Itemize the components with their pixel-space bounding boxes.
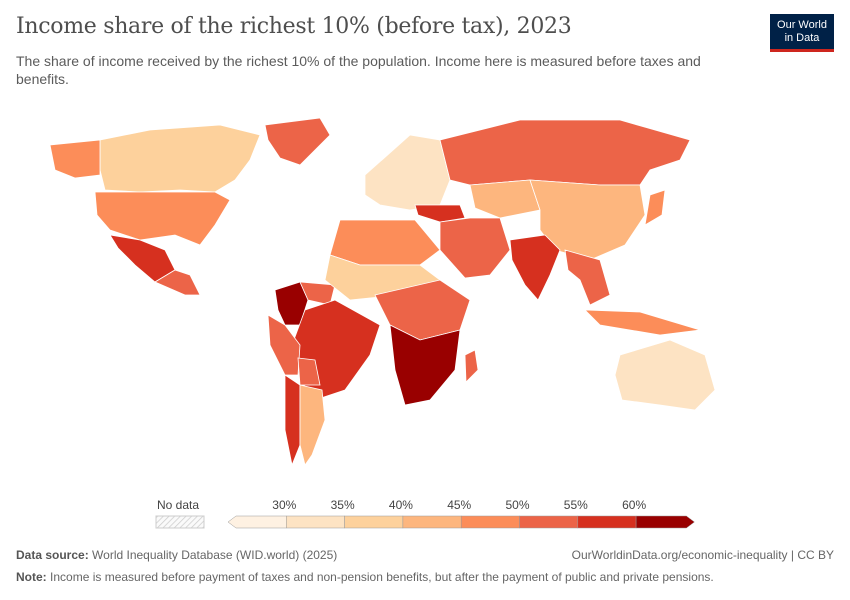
source-text[interactable]: World Inequality Database (WID.world) (2…: [92, 548, 338, 562]
chart-title: Income share of the richest 10% (before …: [16, 14, 572, 39]
region-north-africa[interactable]: [329, 219, 441, 266]
region-central-asia[interactable]: [469, 179, 541, 219]
owid-logo[interactable]: Our World in Data: [770, 14, 834, 52]
world-map: [49, 117, 716, 467]
region-australia[interactable]: [614, 339, 716, 411]
region-europe[interactable]: [364, 134, 451, 211]
legend-tick: 45%: [447, 498, 472, 512]
legend-bin-0[interactable]: [227, 515, 287, 529]
legend-tick: 60%: [622, 498, 647, 512]
source-label: Data source:: [16, 548, 89, 562]
region-madagascar[interactable]: [464, 349, 479, 383]
region-japan[interactable]: [644, 189, 666, 226]
region-china[interactable]: [529, 179, 646, 261]
region-russia[interactable]: [439, 119, 691, 186]
region-indonesia[interactable]: [583, 309, 701, 336]
region-chile[interactable]: [284, 374, 301, 467]
region-southern-africa[interactable]: [389, 324, 461, 406]
logo-line-2: in Data: [784, 32, 820, 44]
region-mexico[interactable]: [109, 234, 176, 283]
legend-no-data-label: No data: [157, 498, 200, 512]
legend-tick: 55%: [563, 498, 588, 512]
region-central-america[interactable]: [154, 269, 201, 296]
legend-tick: 35%: [330, 498, 355, 512]
chart-subtitle: The share of income received by the rich…: [16, 53, 701, 87]
logo-line-1: Our World: [777, 19, 827, 31]
legend-bin-3[interactable]: [402, 515, 462, 529]
legend-tick: 30%: [272, 498, 297, 512]
region-united-states[interactable]: [94, 191, 231, 246]
legend-bin-2[interactable]: [344, 515, 404, 529]
legend-no-data-swatch: [155, 515, 205, 529]
region-canada[interactable]: [99, 124, 261, 193]
region-alaska[interactable]: [49, 139, 101, 179]
region-southeast-asia[interactable]: [564, 249, 611, 306]
note: Note: Income is measured before payment …: [16, 570, 714, 584]
legend-bin-7[interactable]: [635, 515, 695, 529]
region-argentina[interactable]: [299, 384, 326, 466]
source-url[interactable]: OurWorldinData.org/economic-inequality |…: [571, 548, 834, 562]
region-greenland[interactable]: [264, 117, 331, 166]
region-india[interactable]: [509, 234, 561, 301]
region-peru[interactable]: [267, 314, 301, 376]
legend-bin-5[interactable]: [519, 515, 579, 529]
legend-tick: 50%: [505, 498, 530, 512]
region-bolivia[interactable]: [297, 357, 321, 386]
note-label: Note:: [16, 570, 47, 584]
region-middle-east[interactable]: [439, 217, 511, 279]
data-source: Data source: World Inequality Database (…: [16, 548, 337, 562]
legend: [155, 515, 695, 529]
legend-bin-6[interactable]: [577, 515, 637, 529]
legend-bin-1[interactable]: [286, 515, 345, 529]
legend-bin-4[interactable]: [460, 515, 520, 529]
note-text: Income is measured before payment of tax…: [50, 570, 714, 584]
legend-tick: 40%: [388, 498, 413, 512]
